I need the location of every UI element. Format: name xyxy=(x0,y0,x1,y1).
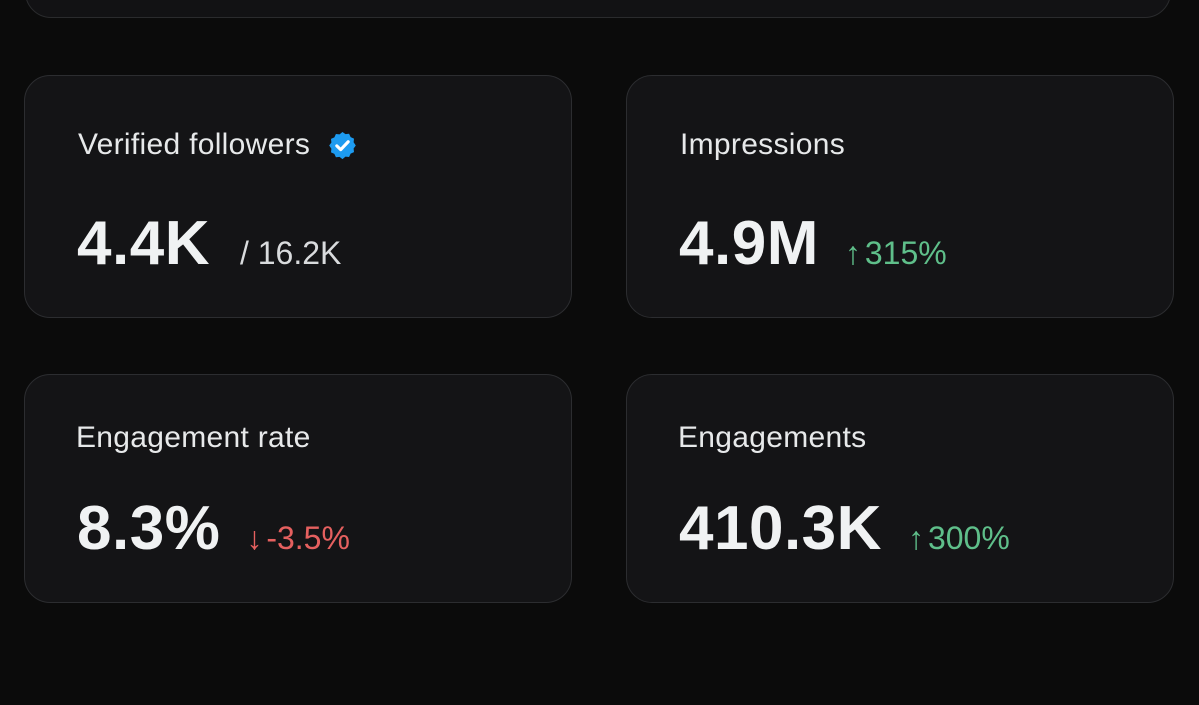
engagement-rate-value: 8.3% xyxy=(77,494,221,563)
engagements-title: Engagements xyxy=(678,421,867,454)
impressions-card: Impressions 4.9M ↑ 315% xyxy=(626,75,1174,318)
engagement-rate-title: Engagement rate xyxy=(76,421,311,454)
card-title-row: Verified followers xyxy=(78,128,358,162)
engagements-delta: ↑ 300% xyxy=(908,520,1010,557)
impressions-delta-value: 315% xyxy=(864,235,947,271)
impressions-title: Impressions xyxy=(680,128,846,161)
engagements-values: 410.3K ↑ 300% xyxy=(679,493,1010,564)
engagements-value: 410.3K xyxy=(679,494,882,563)
verified-followers-card: Verified followers 4.4K / 16.2K xyxy=(24,75,572,318)
total-followers-value: / 16.2K xyxy=(239,235,342,271)
engagement-rate-card: Engagement rate 8.3% ↓ -3.5% xyxy=(24,374,572,603)
engagement-rate-delta: ↓ -3.5% xyxy=(246,520,350,557)
verified-followers-title: Verified followers xyxy=(78,128,311,161)
engagements-delta-value: 300% xyxy=(927,520,1010,556)
arrow-down-icon: ↓ xyxy=(246,520,263,556)
verified-followers-value: 4.4K xyxy=(77,209,210,278)
impressions-value: 4.9M xyxy=(679,209,819,278)
engagements-card: Engagements 410.3K ↑ 300% xyxy=(626,374,1174,603)
previous-card xyxy=(25,0,1171,18)
arrow-up-icon: ↑ xyxy=(844,235,861,271)
verified-badge-icon xyxy=(327,130,358,161)
engagement-rate-values: 8.3% ↓ -3.5% xyxy=(77,493,350,564)
engagement-rate-delta-value: -3.5% xyxy=(266,520,350,556)
impressions-values: 4.9M ↑ 315% xyxy=(679,208,947,279)
arrow-up-icon: ↑ xyxy=(907,520,924,556)
impressions-delta: ↑ 315% xyxy=(845,235,947,272)
verified-followers-values: 4.4K / 16.2K xyxy=(77,208,341,279)
